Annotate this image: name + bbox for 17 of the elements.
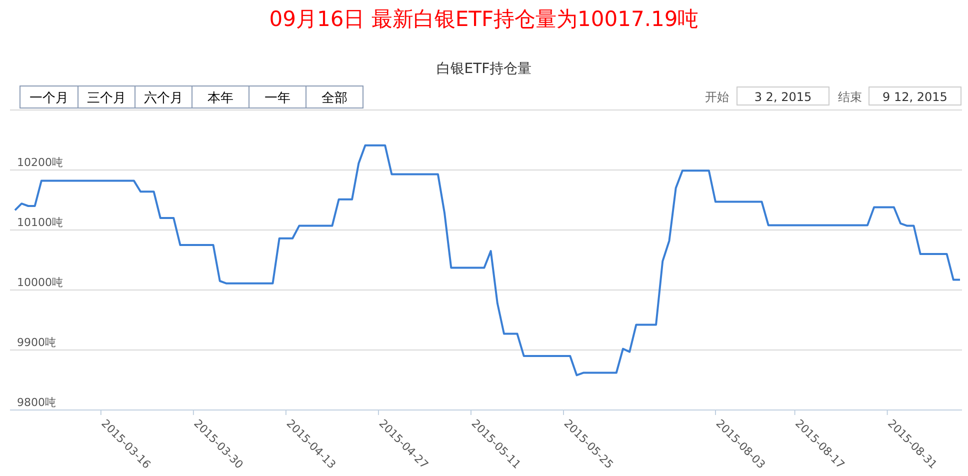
text: 一个月 — [30, 91, 68, 106]
text: 全部 — [322, 91, 348, 106]
chart-title: 09月16日 最新白银ETF持仓量为10017.19吨 — [269, 7, 699, 31]
text: 3 2, 2015 — [754, 90, 812, 104]
text: 三个月 — [87, 91, 126, 106]
chart-subtitle: 白银ETF持仓量 — [436, 61, 532, 77]
y-tick-label: 9900吨 — [17, 336, 56, 349]
y-tick-label: 10000吨 — [17, 276, 63, 289]
text: 六个月 — [144, 91, 183, 106]
y-tick-label: 9800吨 — [17, 396, 56, 409]
text: 本年 — [208, 91, 234, 106]
y-tick-label: 10200吨 — [17, 156, 63, 169]
y-tick-label: 10100吨 — [17, 216, 63, 229]
text: 9 12, 2015 — [882, 90, 948, 104]
text: 结束 — [838, 90, 862, 104]
text: 一年 — [264, 91, 290, 106]
text: 开始 — [705, 90, 729, 104]
